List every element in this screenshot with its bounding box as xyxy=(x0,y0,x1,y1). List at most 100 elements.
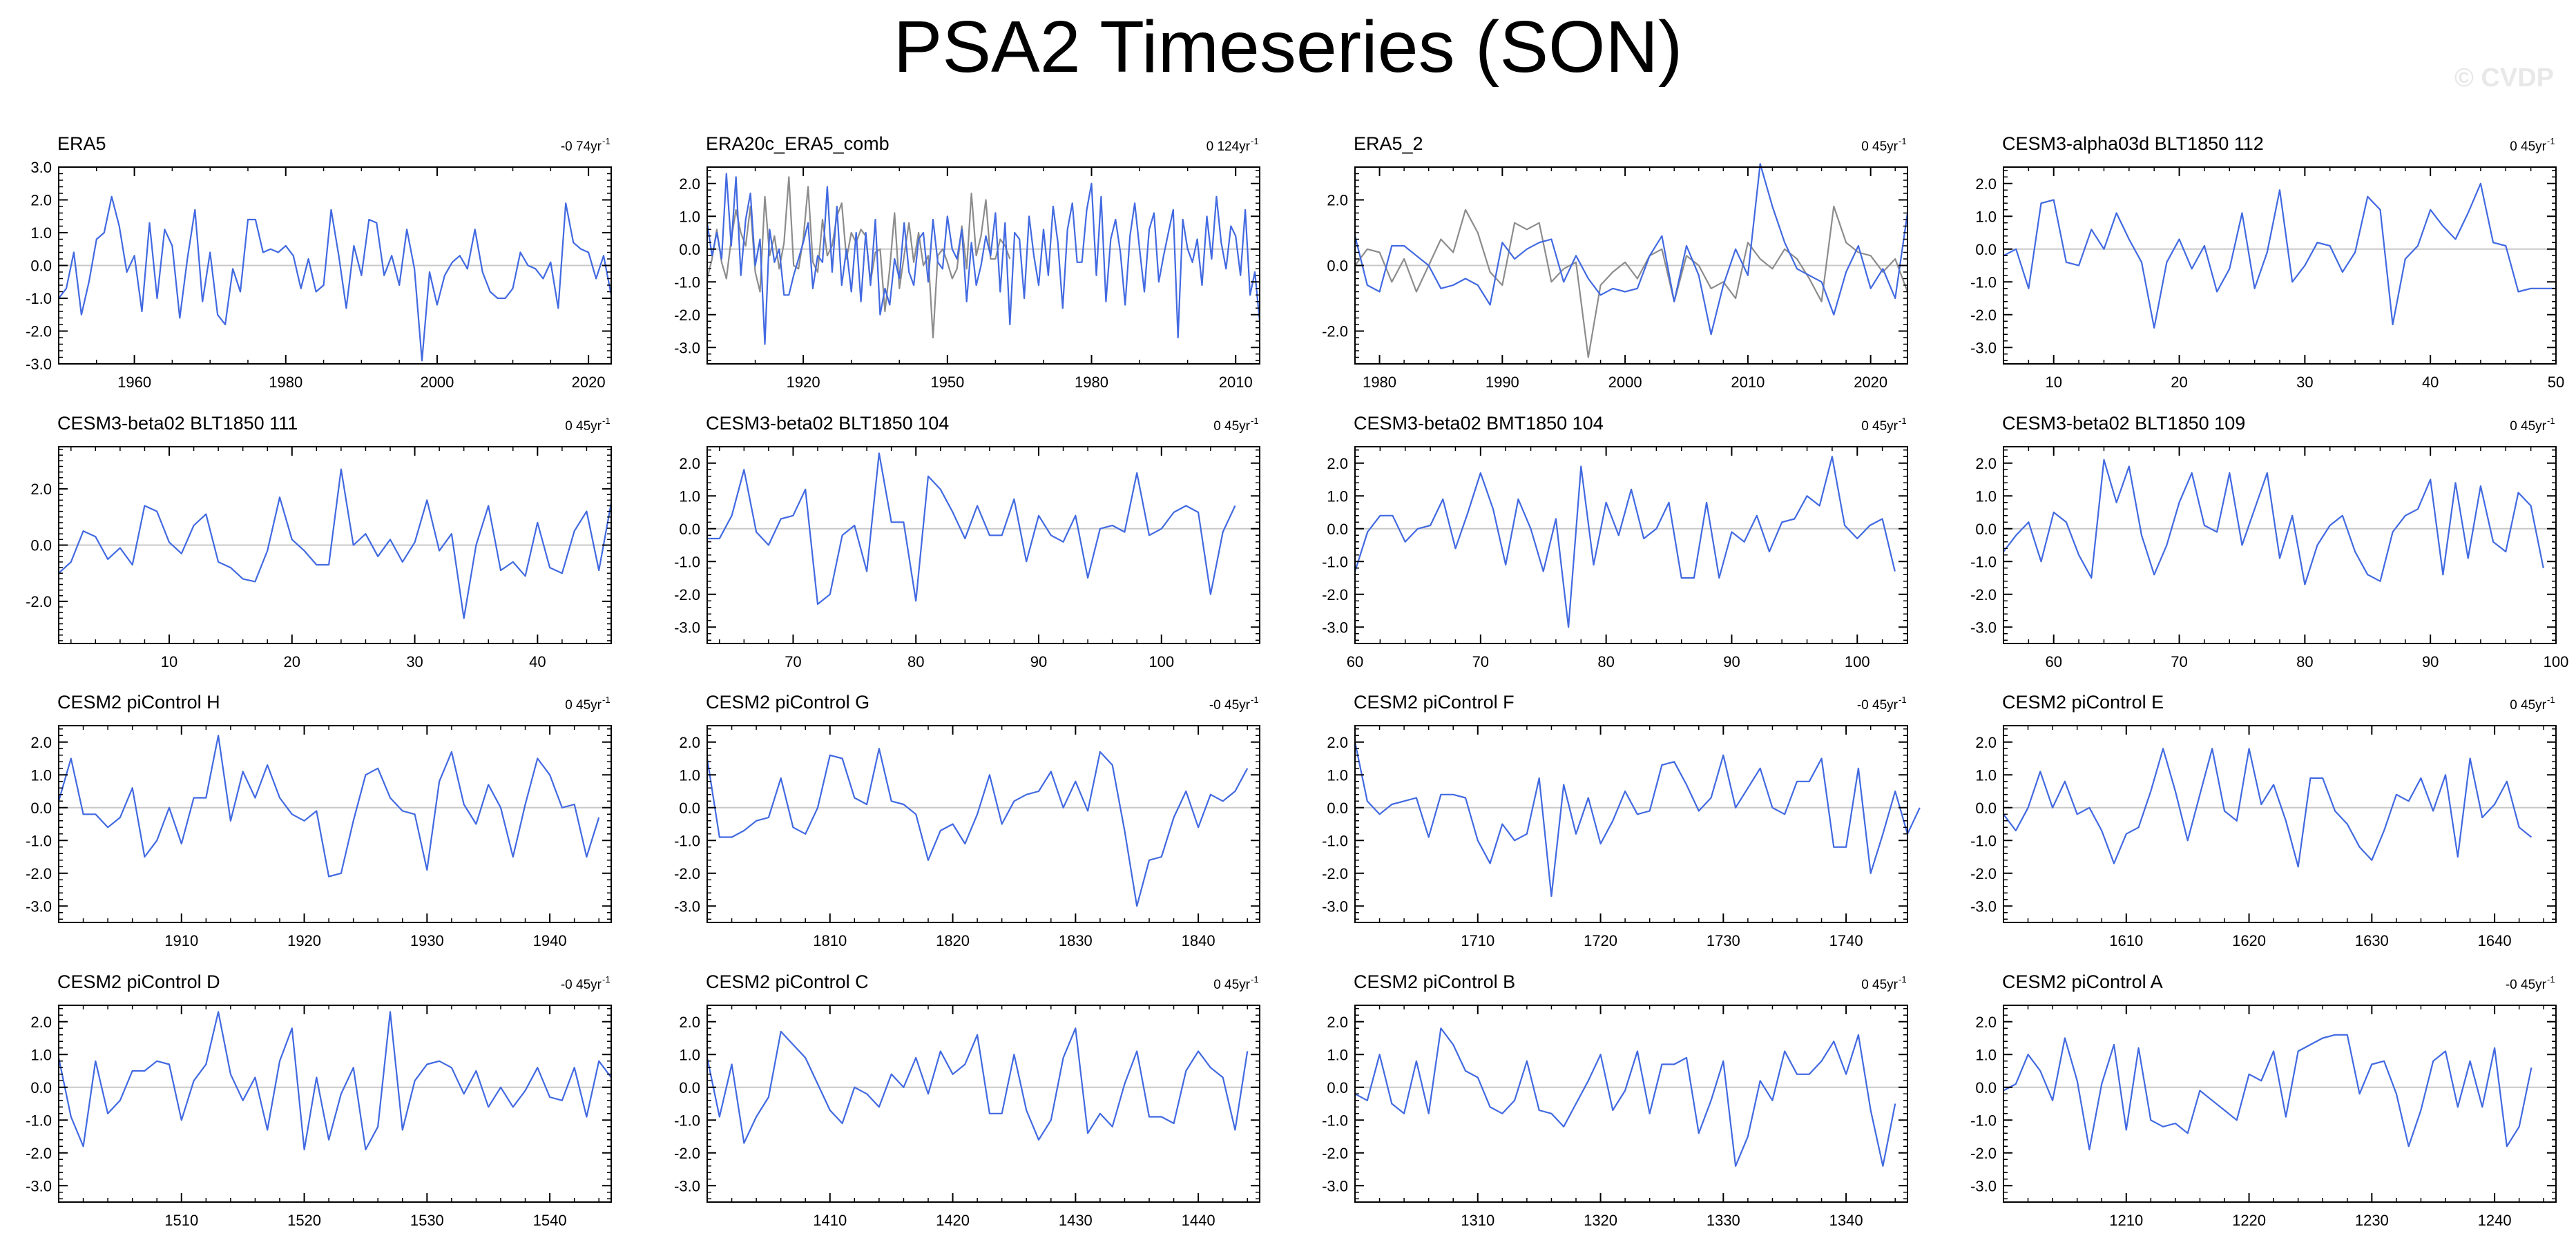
y-tick-label: -2.0 xyxy=(1970,865,1997,882)
trend-unit: -1 xyxy=(2547,136,2555,146)
x-tick-label: 2020 xyxy=(572,374,606,391)
y-tick-label: 1.0 xyxy=(30,766,52,784)
y-tick-label: 0.0 xyxy=(1327,800,1348,817)
plot-frame xyxy=(1354,1005,1908,1203)
y-tick-label: 1.0 xyxy=(1975,766,1997,784)
x-tick-label: 80 xyxy=(1597,653,1614,670)
x-tick-label: 1920 xyxy=(287,932,321,949)
x-tick-label: 1910 xyxy=(164,932,198,949)
x-tick-label: 60 xyxy=(2045,653,2061,670)
trend-unit: -1 xyxy=(602,974,611,985)
series-line-primary xyxy=(707,452,1236,606)
trend-label: 0 45yr xyxy=(565,419,602,434)
y-tick-label: -2.0 xyxy=(674,1145,700,1162)
y-tick-label: 1.0 xyxy=(679,487,700,505)
y-tick-label: 0.0 xyxy=(30,800,52,817)
y-tick-label: 0.0 xyxy=(679,1079,700,1096)
y-tick-label: 1.0 xyxy=(679,766,700,784)
chart-panel-1: ERA5 -0 74yr -1 -3.0 -2.0 -1.0 0.0 1.0 2.0 3.0 196… xyxy=(26,133,613,391)
x-tick-label: 1930 xyxy=(410,932,444,949)
series-line-primary xyxy=(58,468,613,619)
plot-frame xyxy=(1354,725,1908,923)
x-tick-label: 1810 xyxy=(813,932,847,949)
x-tick-label: 50 xyxy=(2548,374,2564,391)
series-line-primary xyxy=(57,735,600,878)
trend-label: -0 45yr xyxy=(2506,978,2547,992)
x-tick-label: 20 xyxy=(284,653,300,670)
chart-panel-7: CESM3-beta02 BMT1850 104 0 45yr -1 -3.0 -2.0… xyxy=(1322,413,1908,670)
panel-title: CESM2 piControl D xyxy=(57,971,220,992)
trend-unit: -1 xyxy=(1899,974,1907,985)
y-tick-label: -1.0 xyxy=(26,832,52,849)
y-tick-label: 0.0 xyxy=(30,258,52,275)
y-tick-label: 0.0 xyxy=(1975,241,1997,258)
y-tick-label: 0.0 xyxy=(1327,521,1348,538)
x-tick-label: 1440 xyxy=(1182,1212,1215,1229)
trend-unit: -1 xyxy=(1899,695,1907,705)
chart-panel-15: CESM2 piControl B 0 45yr -1 -3.0 -2.0 -1.0 0.0… xyxy=(1322,971,1908,1229)
x-tick-label: 1950 xyxy=(930,374,964,391)
series-line-primary xyxy=(58,195,613,362)
y-tick-label: 0.0 xyxy=(1327,258,1348,275)
chart-panel-3: ERA5_2 0 45yr -1 -2.0 0.0 2.0 1980 1990 2000 2010… xyxy=(1322,133,1909,391)
chart-panel-2: ERA20c_ERA5_comb 0 124yr -1 -3.0 -2.0 -1.0 0.0… xyxy=(674,133,1261,391)
x-tick-label: 2010 xyxy=(1731,374,1765,391)
series-line-primary xyxy=(57,1011,612,1151)
x-tick-label: 90 xyxy=(1030,653,1047,670)
x-tick-label: 1620 xyxy=(2232,932,2266,949)
plot-frame xyxy=(707,1005,1260,1203)
y-tick-label: 2.0 xyxy=(1975,734,1997,751)
y-tick-label: -1.0 xyxy=(674,832,700,849)
y-tick-label: 0.0 xyxy=(1975,800,1997,817)
chart-panel-11: CESM2 piControl F -0 45yr -1 -3.0 -2.0 -1.0 0.… xyxy=(1322,692,1921,949)
y-tick-label: -1.0 xyxy=(26,1112,52,1129)
x-tick-label: 1980 xyxy=(1363,374,1396,391)
plot-frame xyxy=(2003,446,2557,644)
y-tick-label: 2.0 xyxy=(1975,1014,1997,1031)
y-tick-label: -1.0 xyxy=(1322,553,1348,570)
x-tick-label: 40 xyxy=(2422,374,2439,391)
x-tick-label: 2010 xyxy=(1219,374,1253,391)
panel-title: ERA5_2 xyxy=(1354,133,1423,154)
trend-unit: -1 xyxy=(2547,695,2555,705)
y-tick-label: -1.0 xyxy=(674,553,700,570)
y-tick-label: 2.0 xyxy=(1975,455,1997,472)
y-tick-label: 2.0 xyxy=(30,1014,52,1031)
plot-frame xyxy=(707,166,1260,365)
panel-title: CESM3-beta02 BMT1850 104 xyxy=(1354,413,1604,434)
x-tick-label: 30 xyxy=(2296,374,2313,391)
y-tick-label: -2.0 xyxy=(26,323,52,340)
panel-title: CESM2 piControl F xyxy=(1354,692,1515,713)
x-tick-label: 1720 xyxy=(1584,932,1617,949)
x-tick-label: 1230 xyxy=(2355,1212,2389,1229)
panel-title: ERA5 xyxy=(57,133,106,154)
trend-label: 0 45yr xyxy=(1213,419,1250,434)
trend-unit: -1 xyxy=(2547,416,2555,426)
x-tick-label: 20 xyxy=(2171,374,2187,391)
trend-label: 0 45yr xyxy=(1861,419,1898,434)
plot-frame xyxy=(707,446,1260,644)
panel-title: CESM2 piControl B xyxy=(1354,971,1515,992)
trend-label: -0 45yr xyxy=(561,978,602,992)
watermark: © CVDP xyxy=(2454,64,2554,93)
y-tick-label: 2.0 xyxy=(679,175,700,193)
y-tick-label: 1.0 xyxy=(679,208,700,225)
y-tick-label: 0.0 xyxy=(679,800,700,817)
y-tick-label: 1.0 xyxy=(1975,487,1997,505)
series-line-primary xyxy=(706,748,1249,907)
x-tick-label: 100 xyxy=(1148,653,1174,670)
y-tick-label: -2.0 xyxy=(26,593,52,610)
x-tick-label: 60 xyxy=(1347,653,1363,670)
x-tick-label: 10 xyxy=(161,653,177,670)
y-tick-label: -2.0 xyxy=(1970,1145,1997,1162)
trend-label: -0 74yr xyxy=(561,139,602,154)
x-tick-label: 1410 xyxy=(813,1212,847,1229)
y-tick-label: -1.0 xyxy=(1322,1112,1348,1129)
y-tick-label: 0.0 xyxy=(30,537,52,554)
panel-title: CESM2 piControl A xyxy=(2002,971,2163,992)
y-tick-label: 1.0 xyxy=(30,1046,52,1063)
y-tick-label: 2.0 xyxy=(679,1014,700,1031)
trend-label: 0 45yr xyxy=(2510,419,2546,434)
trend-label: 0 45yr xyxy=(2510,698,2546,713)
y-tick-label: 2.0 xyxy=(679,734,700,751)
